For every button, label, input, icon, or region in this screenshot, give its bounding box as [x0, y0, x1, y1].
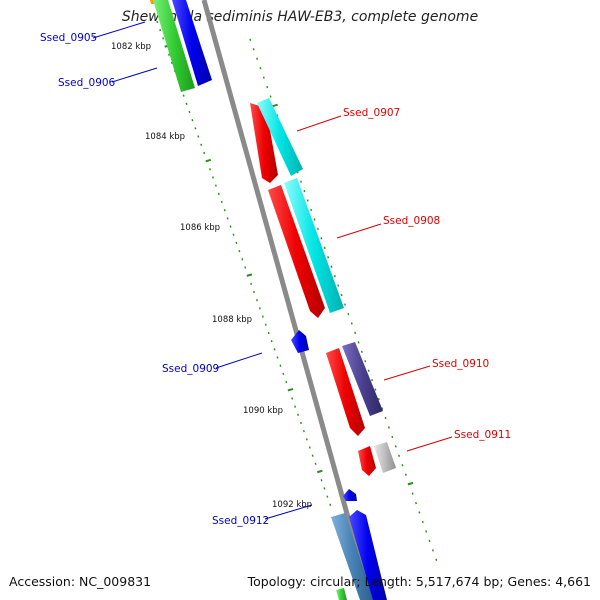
label-leader-line — [336, 223, 382, 239]
ruler-labels: 1082 kbp 1084 kbp 1086 kbp 1088 kbp 1090 kbp… — [111, 42, 312, 510]
gene-label[interactable]: Ssed_0907 — [343, 107, 400, 119]
gene-0905-cog-feature[interactable] — [153, 0, 195, 92]
ruler-label: 1082 kbp — [111, 42, 151, 52]
ruler-label: 1090 kbp — [243, 406, 283, 416]
gene-0910-cog-feature[interactable] — [342, 342, 383, 416]
gene-0910-feature[interactable] — [326, 348, 365, 436]
gene-0911-cog-feature[interactable] — [374, 442, 396, 473]
gene-label[interactable]: Ssed_0909 — [162, 363, 219, 375]
gene-0907-feature[interactable] — [250, 103, 278, 183]
gene-0908-feature[interactable] — [268, 185, 325, 318]
backbone-line — [201, 0, 374, 600]
tick-marks — [153, 12, 438, 561]
inner-track-major-tick — [205, 158, 212, 163]
label-leader-line — [296, 115, 342, 132]
inner-track-major-tick — [246, 273, 253, 277]
gene-labels: Ssed_0905 Ssed_0906 Ssed_0907 Ssed_0908 Ssed… — [40, 32, 511, 527]
backbone — [201, 0, 374, 600]
topology-text: Topology: circular; Length: 5,517,674 bp… — [247, 574, 591, 589]
inner-track-major-tick — [287, 387, 294, 392]
accession-text: Accession: NC_009831 — [9, 574, 152, 589]
outer-track-major-tick — [272, 103, 279, 108]
label-leader-line — [111, 67, 158, 83]
label-leader-line — [264, 504, 313, 520]
label-leaders — [92, 21, 453, 520]
gene-0913-cog-feature[interactable] — [331, 513, 374, 600]
outer-track-major-tick — [407, 481, 414, 486]
ruler-label: 1086 kbp — [180, 223, 220, 233]
gene-0912-small-feature[interactable] — [343, 489, 357, 501]
gene-features — [150, 0, 396, 600]
label-leader-line — [406, 436, 453, 452]
gene-0914-cog-feature[interactable] — [336, 588, 347, 600]
label-leader-line — [383, 365, 431, 381]
gene-label[interactable]: Ssed_0908 — [383, 215, 440, 227]
label-leader-line — [215, 352, 263, 369]
gene-label[interactable]: Ssed_0906 — [58, 77, 116, 89]
inner-track-major-tick — [316, 469, 323, 474]
ruler-label: 1092 kbp — [272, 500, 312, 510]
gene-label[interactable]: Ssed_0911 — [454, 429, 511, 441]
gene-0908-cog-feature[interactable] — [284, 178, 344, 313]
label-leader-line — [92, 21, 146, 39]
ruler-label: 1084 kbp — [145, 132, 185, 142]
gene-label[interactable]: Ssed_0912 — [212, 515, 269, 527]
gene-0906-feature[interactable] — [172, 0, 212, 86]
ruler-label: 1088 kbp — [212, 315, 252, 325]
gene-0907-cog-feature[interactable] — [257, 98, 303, 176]
gene-label[interactable]: Ssed_0905 — [40, 32, 97, 44]
gene-0909-feature[interactable] — [291, 330, 309, 353]
gene-label[interactable]: Ssed_0910 — [432, 358, 489, 370]
gene-0911-feature[interactable] — [358, 446, 376, 476]
gene-0913-feature[interactable] — [349, 510, 387, 600]
